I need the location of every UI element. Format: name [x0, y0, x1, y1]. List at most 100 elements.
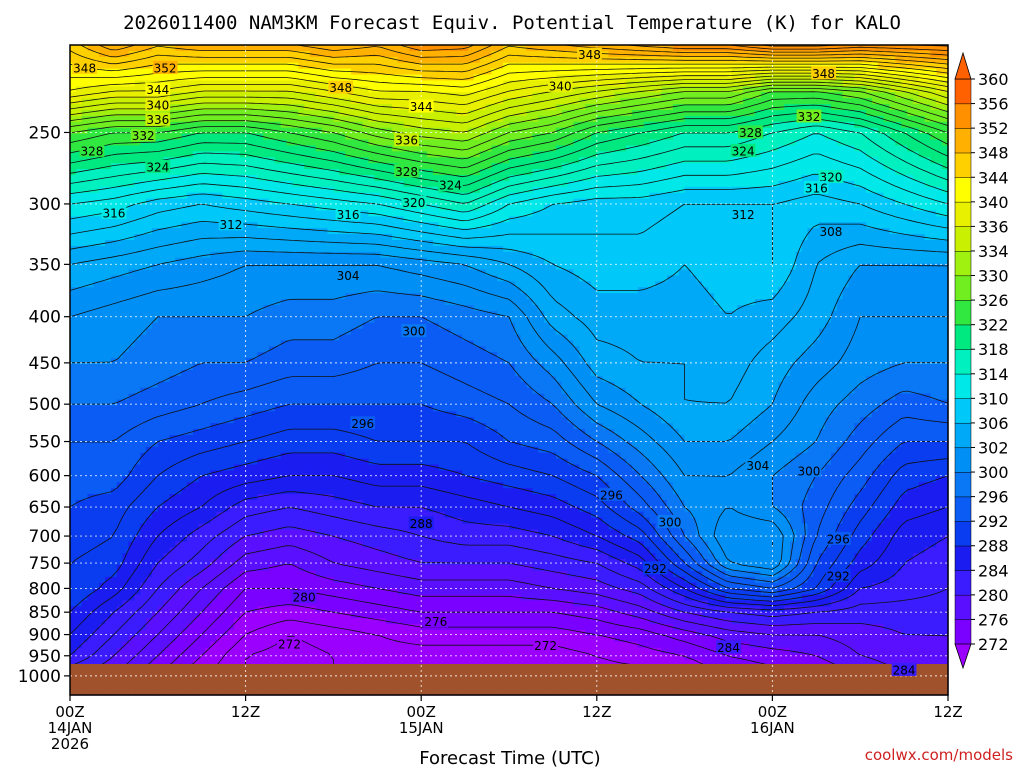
field-cell	[286, 50, 294, 58]
field-cell	[269, 204, 276, 212]
field-cell	[912, 56, 920, 64]
field-cell	[479, 68, 487, 76]
field-cell	[70, 115, 77, 123]
field-cell	[883, 121, 891, 129]
field-cell	[573, 98, 580, 105]
field-cell	[696, 98, 703, 105]
field-cell	[204, 192, 212, 200]
field-cell	[257, 68, 264, 76]
field-cell	[555, 204, 563, 212]
field-cell	[514, 234, 522, 241]
field-cell	[930, 198, 937, 206]
field-cell	[327, 115, 334, 123]
field-cell	[169, 204, 176, 212]
field-cell	[854, 210, 861, 217]
field-cell	[725, 50, 733, 58]
field-cell	[626, 104, 633, 111]
field-cell	[708, 104, 715, 111]
field-cell	[210, 115, 217, 123]
field-cell	[895, 175, 902, 182]
field-cell	[631, 115, 639, 123]
field-cell	[725, 198, 733, 206]
field-cell	[672, 151, 680, 158]
field-cell	[503, 228, 510, 235]
field-cell	[146, 139, 153, 147]
field-cell	[397, 192, 405, 200]
field-cell	[438, 80, 446, 87]
field-cell	[807, 92, 814, 99]
field-cell	[801, 45, 809, 52]
field-cell	[274, 222, 282, 229]
field-cell	[737, 115, 744, 123]
field-cell	[222, 115, 229, 123]
field-cell	[187, 92, 194, 99]
field-cell	[907, 192, 914, 200]
field-cell	[854, 104, 861, 111]
field-cell	[75, 180, 83, 188]
field-cell	[70, 204, 77, 212]
field-cell	[140, 110, 147, 117]
field-cell	[110, 175, 118, 182]
field-cell	[608, 80, 615, 87]
field-cell	[298, 157, 305, 164]
field-cell	[485, 127, 493, 135]
field-cell	[274, 228, 282, 235]
field-cell	[549, 50, 557, 58]
field-cell	[491, 210, 498, 217]
field-cell	[918, 133, 926, 141]
field-cell	[590, 68, 598, 76]
field-cell	[368, 180, 375, 188]
field-cell	[187, 216, 194, 223]
field-cell	[877, 56, 885, 64]
field-cell	[912, 45, 920, 52]
field-cell	[87, 192, 95, 200]
field-cell	[901, 139, 908, 147]
field-cell	[614, 92, 621, 99]
field-cell	[181, 198, 188, 206]
field-cell	[778, 163, 785, 170]
field-cell	[549, 98, 557, 105]
field-cell	[532, 145, 539, 152]
field-cell	[444, 104, 452, 111]
field-cell	[105, 139, 112, 147]
field-cell	[748, 45, 756, 52]
field-cell	[696, 62, 703, 70]
field-cell	[70, 151, 77, 158]
field-cell	[708, 115, 715, 123]
field-cell	[105, 175, 112, 182]
field-cell	[403, 175, 411, 182]
field-cell	[81, 80, 89, 87]
field-cell	[555, 74, 563, 82]
field-cell	[667, 92, 674, 99]
field-cell	[784, 234, 791, 241]
field-cell	[532, 74, 539, 82]
field-cell	[140, 186, 147, 194]
field-cell	[497, 145, 504, 152]
field-cell	[713, 104, 721, 111]
field-cell	[239, 210, 247, 217]
field-cell	[362, 222, 370, 229]
field-cell	[801, 163, 809, 170]
field-cell	[743, 45, 750, 52]
field-cell	[895, 104, 902, 111]
field-cell	[503, 151, 510, 158]
field-cell	[708, 216, 715, 223]
field-cell	[667, 121, 674, 129]
field-cell	[848, 222, 855, 229]
field-cell	[110, 104, 118, 111]
field-cell	[649, 192, 656, 200]
field-cell	[643, 157, 651, 164]
field-cell	[713, 127, 721, 135]
field-cell	[690, 62, 697, 70]
field-cell	[210, 92, 217, 99]
field-cell	[386, 204, 393, 212]
field-cell	[151, 139, 159, 147]
field-cell	[924, 56, 932, 64]
field-cell	[315, 240, 323, 247]
field-cell	[233, 175, 241, 182]
field-cell	[854, 133, 861, 141]
field-cell	[620, 157, 627, 164]
field-cell	[596, 234, 604, 241]
field-cell	[321, 151, 329, 158]
field-cell	[233, 115, 241, 123]
